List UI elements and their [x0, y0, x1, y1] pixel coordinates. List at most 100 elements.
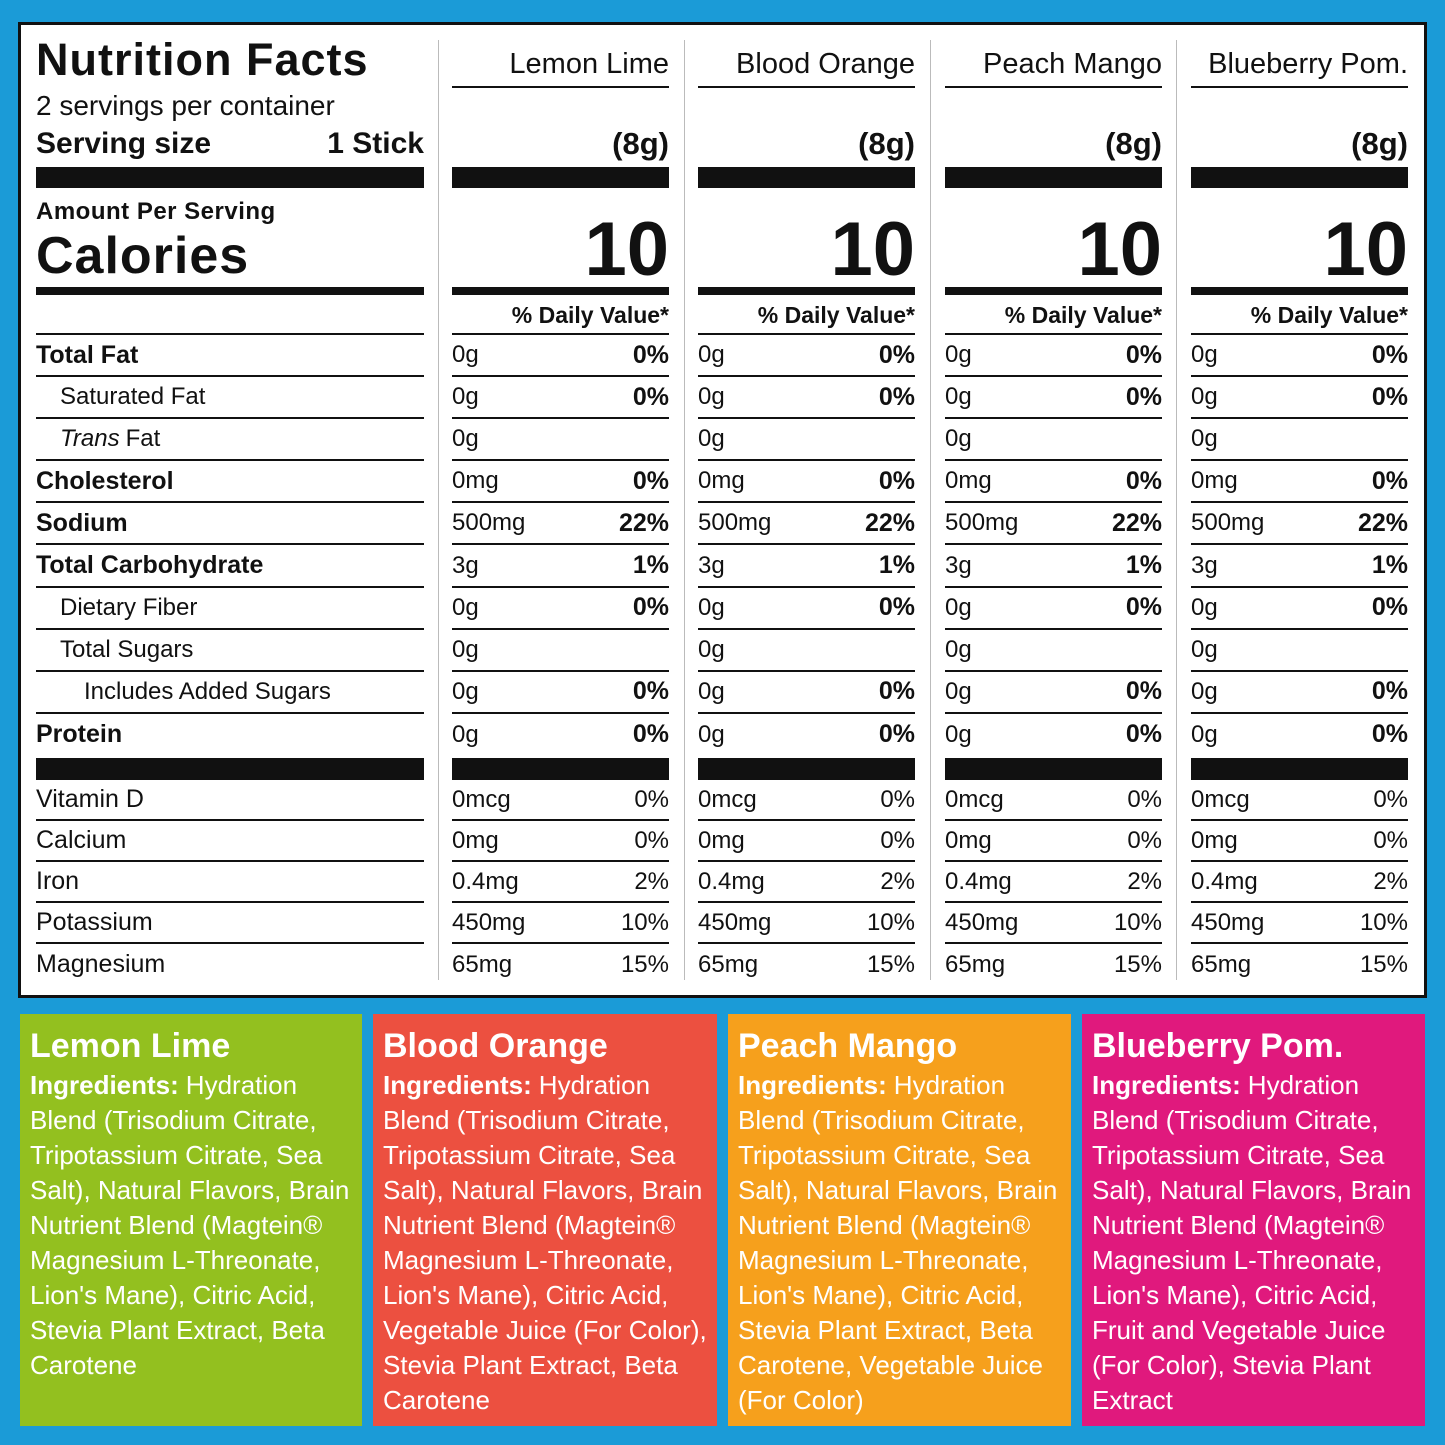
amount: 0g: [452, 720, 479, 748]
nutrient-cell: 0g: [1191, 630, 1408, 672]
nutrient-name: Protein: [36, 720, 122, 749]
medium-bar: [698, 287, 915, 295]
ingredients-text: Hydration Blend (Trisodium Citrate, Trip…: [383, 1070, 707, 1415]
daily-value: 0%: [632, 382, 669, 411]
amount: 0g: [1191, 341, 1218, 369]
ingredients-box: Blueberry Pom. Ingredients: Hydration Blen…: [1082, 1014, 1425, 1426]
nutrient-name: Trans Fat: [60, 425, 160, 453]
nutrient-name: Total Sugars: [60, 636, 193, 664]
amount: 0mcg: [1191, 785, 1250, 813]
daily-value: 22%: [618, 508, 669, 537]
amount: 0.4mg: [1191, 867, 1258, 895]
vitamin-cell: 450mg 10%: [698, 903, 915, 944]
nutrient-cell: 0mg 0%: [945, 461, 1162, 504]
nutrient-row: Cholesterol: [36, 461, 424, 504]
nutrient-cell: 0g 0%: [1191, 588, 1408, 630]
amount: 500mg: [1191, 509, 1265, 537]
nutrient-name-text: Fat: [125, 425, 161, 453]
nutrient-name: Includes Added Sugars: [84, 678, 331, 706]
daily-value: 0%: [1127, 826, 1162, 854]
daily-value: 0%: [1371, 466, 1408, 495]
ingredients-label: Ingredients:: [1092, 1070, 1241, 1100]
amount: 0.4mg: [452, 867, 519, 895]
vitamin-cell: 65mg 15%: [945, 944, 1162, 985]
nutrient-name: Sodium: [36, 509, 128, 538]
nutrient-name-text: Includes Added Sugars: [84, 677, 331, 705]
amount: 0g: [945, 635, 972, 663]
amount: 0g: [1191, 383, 1218, 411]
daily-value: 10%: [1113, 908, 1162, 936]
daily-value: 0%: [632, 466, 669, 495]
serving-weight: (8g): [612, 126, 669, 161]
nutrient-cell: 0g 0%: [945, 335, 1162, 378]
amount: 65mg: [1191, 950, 1252, 978]
ingredients-text: Hydration Blend (Trisodium Citrate, Trip…: [738, 1070, 1058, 1415]
vitamin-cell: 65mg 15%: [1191, 944, 1408, 985]
vitamin-cell: 450mg 10%: [945, 903, 1162, 944]
nutrient-cell: 0g: [945, 630, 1162, 672]
vitamin-cell: 0mcg 0%: [1191, 780, 1408, 821]
amount: 500mg: [945, 509, 1019, 537]
nutrient-name-text: Total Sugars: [60, 635, 194, 663]
nutrient-cell: 0g 0%: [698, 377, 915, 420]
amount: 0g: [452, 677, 479, 705]
amount: 0.4mg: [698, 867, 765, 895]
vitamin-cell: 0.4mg 2%: [1191, 862, 1408, 903]
nutrient-cell: 0g 0%: [698, 714, 915, 756]
daily-value: 0%: [632, 720, 669, 749]
vitamin-cell: 450mg 10%: [452, 903, 669, 944]
nutrient-cell: 0g: [698, 630, 915, 672]
vitamin-cell: 0mg 0%: [945, 821, 1162, 862]
amount: 0mg: [1191, 826, 1238, 854]
ingredients-box: Blood Orange Ingredients: Hydration Blend …: [373, 1014, 717, 1426]
calories: 10: [584, 207, 669, 292]
serving-weight: (8g): [858, 126, 915, 161]
nutrient-name: Total Carbohydrate: [36, 551, 263, 580]
amount: 450mg: [945, 908, 1019, 936]
nutrient-row: Includes Added Sugars: [36, 672, 424, 714]
amount: 3g: [452, 551, 479, 579]
nutrient-name: Saturated Fat: [60, 383, 205, 411]
serving-size: 1 Stick: [327, 127, 424, 160]
daily-value: 1%: [1371, 551, 1408, 580]
nutrient-cell: 500mg 22%: [698, 503, 915, 546]
medium-bar: [945, 287, 1162, 295]
daily-value: 15%: [866, 950, 915, 978]
amount: 450mg: [1191, 908, 1265, 936]
nutrient-cell: 500mg 22%: [945, 503, 1162, 546]
amount: 65mg: [452, 950, 513, 978]
amount: 0g: [945, 425, 972, 453]
daily-value: 0%: [632, 677, 669, 706]
daily-value: 15%: [1113, 950, 1162, 978]
thick-bar: [945, 167, 1162, 188]
nutrient-cell: 0g: [1191, 419, 1408, 462]
daily-value: 0%: [1371, 593, 1408, 622]
rule: [698, 333, 915, 335]
daily-value: 2%: [1373, 867, 1408, 895]
thick-bar: [698, 758, 915, 780]
daily-value: 0%: [878, 720, 915, 749]
thick-bar: [945, 758, 1162, 780]
daily-value: 0%: [632, 593, 669, 622]
daily-value: 15%: [1359, 950, 1408, 978]
amount: 0mg: [945, 467, 992, 495]
amount: 0mg: [452, 467, 499, 495]
amount: 0g: [698, 720, 725, 748]
daily-value: 0%: [1127, 785, 1162, 813]
ingredients-box: Peach Mango Ingredients: Hydration Blend (…: [728, 1014, 1071, 1426]
daily-value-header: % Daily Value*: [511, 302, 669, 328]
amount: 0g: [452, 383, 479, 411]
vitamin-name: Potassium: [36, 908, 153, 936]
amount: 0g: [1191, 593, 1218, 621]
thick-bar: [1191, 167, 1408, 188]
daily-value: 2%: [880, 867, 915, 895]
daily-value: 10%: [866, 908, 915, 936]
daily-value-header: % Daily Value*: [1250, 302, 1408, 328]
nutrient-cell: 0g 0%: [452, 335, 669, 378]
daily-value: 0%: [1125, 720, 1162, 749]
daily-value: 0%: [632, 340, 669, 369]
amount: 0g: [1191, 635, 1218, 663]
daily-value-header: % Daily Value*: [757, 302, 915, 328]
amount: 65mg: [945, 950, 1006, 978]
